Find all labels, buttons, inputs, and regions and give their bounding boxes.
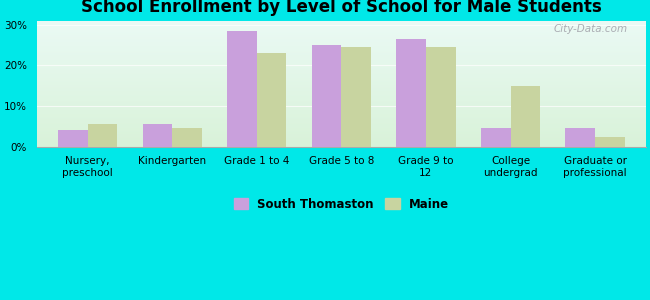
Bar	[172, 128, 202, 147]
Text: City-Data.com: City-Data.com	[553, 24, 627, 34]
Bar	[510, 86, 540, 147]
Title: School Enrollment by Level of School for Male Students: School Enrollment by Level of School for…	[81, 0, 602, 16]
Bar	[88, 124, 117, 147]
Bar	[396, 39, 426, 147]
Bar	[341, 47, 371, 147]
Bar	[426, 47, 456, 147]
Legend: South Thomaston, Maine: South Thomaston, Maine	[230, 194, 453, 214]
Bar	[481, 128, 510, 147]
Bar	[257, 53, 287, 147]
Bar	[227, 31, 257, 147]
Bar	[142, 124, 172, 147]
Bar	[566, 128, 595, 147]
Bar	[312, 45, 341, 147]
Bar	[58, 130, 88, 147]
Bar	[595, 136, 625, 147]
